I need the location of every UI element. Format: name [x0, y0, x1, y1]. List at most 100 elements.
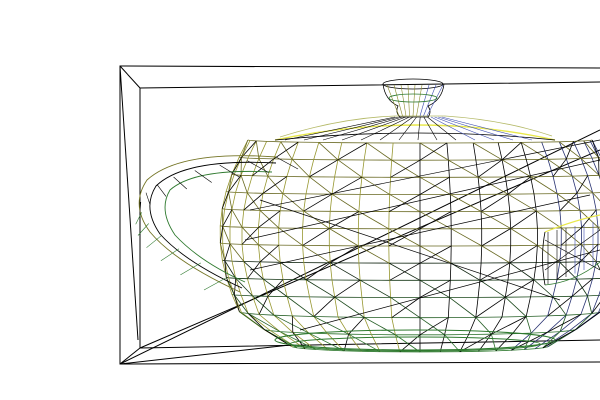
- lid-knob-edge: [426, 84, 444, 117]
- body-diagonal-edge: [480, 211, 511, 229]
- body-diagonal-edge: [536, 210, 562, 229]
- body-diagonal-edge: [509, 245, 538, 264]
- body-diagonal-edge: [571, 278, 593, 297]
- lid-knob-edge: [400, 84, 407, 117]
- teapot-handle: [135, 155, 299, 293]
- body-diagonal-edge: [233, 278, 237, 296]
- body-longitude-line: [439, 142, 452, 352]
- body-diagonal-edge: [480, 193, 509, 212]
- body-diagonal-edge: [547, 295, 573, 317]
- body-longitude-line: [478, 142, 512, 352]
- body-diagonal-edge: [313, 296, 335, 317]
- body-diagonal-edge: [258, 296, 269, 315]
- body-diagonal-edge: [525, 316, 532, 334]
- body-diagonal-edge: [510, 210, 537, 229]
- body-diagonal-edge: [279, 261, 307, 281]
- body-diagonal-edge: [530, 176, 558, 194]
- body-diagonal-edge: [520, 142, 549, 160]
- frame-diagonal-4: [119, 65, 139, 341]
- body-diagonal-edge: [235, 277, 253, 297]
- teapot-lid: [274, 78, 556, 141]
- spout-diagonal: [544, 229, 600, 271]
- body-diagonal-edge: [576, 175, 589, 194]
- body-diagonal-edge: [565, 141, 574, 160]
- body-diagonal-edge: [419, 211, 452, 230]
- body-diagonal-edge: [363, 317, 396, 336]
- body-diagonal-edge: [366, 142, 392, 161]
- body-diagonal-edge: [537, 245, 561, 263]
- lid-spoke: [423, 116, 438, 141]
- body-diagonal-edge: [479, 279, 506, 298]
- body-diagonal-edge: [224, 260, 227, 278]
- body-diagonal-edge: [331, 176, 363, 195]
- spout-bottom: [544, 261, 600, 286]
- body-base-rim: [274, 329, 556, 351]
- body-diagonal-edge: [419, 279, 451, 298]
- body-diagonal-edge: [331, 193, 360, 212]
- body-diagonal-edge: [448, 159, 479, 178]
- body-diagonal-edge: [399, 334, 421, 353]
- body-diagonal-edge: [273, 141, 299, 160]
- frame-diagonal-2: [139, 149, 600, 349]
- body-diagonal-edge: [330, 245, 359, 264]
- body-diagonal-edge: [221, 191, 229, 209]
- body-diagonal-edge: [388, 228, 421, 247]
- body-diagonal-edge: [419, 176, 450, 195]
- body-longitude-line: [388, 142, 401, 352]
- lid-spoke: [379, 116, 414, 141]
- body-longitude-line: [222, 140, 293, 348]
- body-diagonal-edge: [337, 159, 363, 178]
- handle-rib: [203, 277, 226, 291]
- body-diagonal-edge: [533, 279, 554, 297]
- body-diagonal-edge: [459, 333, 492, 353]
- body-diagonal-edge: [419, 317, 445, 336]
- body-diagonal-edge: [358, 245, 390, 264]
- body-diagonal-edge: [286, 296, 315, 317]
- lid-knob-edge: [407, 84, 410, 117]
- body-diagonal-edge: [222, 226, 231, 245]
- body-diagonal-edge: [305, 262, 331, 281]
- frame-inner: [139, 81, 600, 349]
- frame-diagonal-3: [119, 344, 291, 365]
- frame-outer: [119, 65, 600, 365]
- body-diagonal-edge: [505, 296, 527, 317]
- lid-spoke: [284, 116, 396, 141]
- body-diagonal-edge: [507, 176, 531, 195]
- body-diagonal-edge: [391, 297, 421, 318]
- body-diagonal-edge: [302, 228, 330, 246]
- lid-spoke: [438, 116, 514, 141]
- body-diagonal-edge: [591, 139, 599, 158]
- body-diagonal-edge: [510, 228, 538, 246]
- body-diagonal-edge: [228, 175, 242, 193]
- lid-spoke: [398, 116, 417, 141]
- handle-rib: [137, 223, 149, 236]
- body-diagonal-edge: [580, 158, 600, 176]
- body-diagonal-edge: [303, 193, 333, 212]
- body-diagonal-edge: [348, 317, 365, 335]
- lid-spoke: [341, 116, 406, 141]
- lid-spoke: [303, 116, 399, 141]
- body-diagonal-edge: [477, 176, 509, 195]
- body-diagonal-edge: [509, 262, 535, 281]
- body-diagonal-edge: [542, 331, 561, 349]
- body-diagonal-edge: [241, 227, 259, 245]
- handle-rib: [219, 164, 240, 178]
- body-diagonal-edge: [419, 245, 452, 264]
- body-diagonal-edge: [241, 140, 257, 158]
- body-diagonal-edge: [505, 279, 535, 298]
- body-diagonal-edge: [592, 192, 600, 202]
- body-diagonal-edge: [222, 209, 233, 227]
- body-diagonal-edge: [228, 174, 233, 193]
- lid-rim-inner: [274, 132, 556, 141]
- body-diagonal-edge: [419, 142, 448, 161]
- body-diagonal-edge: [262, 176, 288, 194]
- body-diagonal-edge: [224, 260, 237, 279]
- body-diagonal-edge: [267, 279, 284, 297]
- body-crossing-edge: [249, 139, 600, 211]
- body-diagonal-edge: [219, 242, 226, 261]
- body-longitude-line: [511, 141, 562, 351]
- body-diagonal-edge: [591, 301, 600, 314]
- body-diagonal-edge: [273, 314, 310, 334]
